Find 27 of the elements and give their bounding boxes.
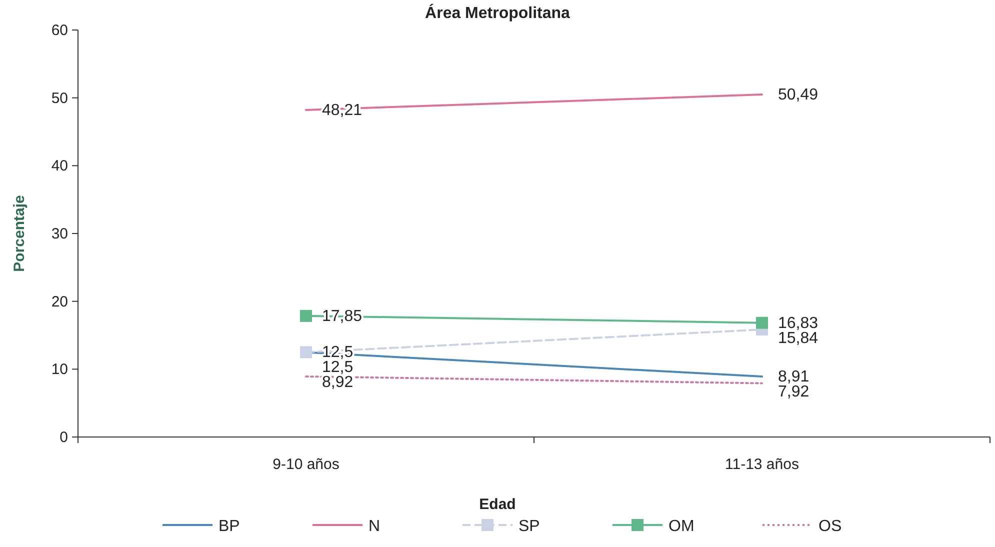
y-tick-label: 60 xyxy=(51,22,68,39)
x-tick-label: 9-10 años xyxy=(272,456,340,473)
data-label: 12,5 xyxy=(322,359,354,376)
data-label: 8,91 xyxy=(778,368,810,386)
legend-label: N xyxy=(368,518,380,535)
y-axis-title: Porcentaje xyxy=(11,195,28,272)
y-tick-label: 50 xyxy=(51,90,68,107)
point xyxy=(300,346,312,358)
y-tick-label: 40 xyxy=(51,158,68,175)
y-tick-label: 30 xyxy=(51,226,68,242)
x-axis-title: Edad xyxy=(479,496,516,513)
point xyxy=(756,316,768,329)
legend-label: OM xyxy=(668,518,694,535)
data-label: 16,83 xyxy=(778,314,818,332)
data-label: 15,84 xyxy=(778,330,818,347)
legend-label: OS xyxy=(818,518,842,535)
x-tick-label: 11-13 años xyxy=(725,456,799,473)
legend-label: BP xyxy=(218,518,240,535)
data-label: 7,92 xyxy=(778,384,810,401)
chart-title: Área Metropolitana xyxy=(425,3,570,22)
data-label: 50,49 xyxy=(778,86,818,104)
y-tick-label: 10 xyxy=(51,361,68,378)
data-label: 8,92 xyxy=(322,374,354,392)
y-tick-label: 20 xyxy=(51,293,68,310)
point xyxy=(300,310,312,322)
y-tick-label: 0 xyxy=(60,429,68,446)
legend-label: SP xyxy=(518,518,540,535)
